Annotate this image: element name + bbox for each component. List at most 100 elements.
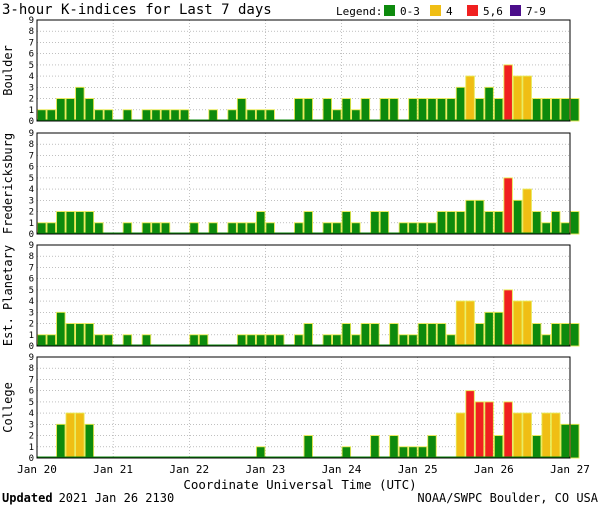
y-tick-label: 6 (29, 163, 34, 173)
bar (341, 323, 352, 347)
legend-entry-1: 4 (446, 5, 453, 18)
bar (446, 98, 456, 122)
bar (436, 323, 447, 347)
updated-value: 2021 Jan 26 2130 (59, 491, 175, 505)
bar (370, 211, 380, 235)
legend-swatch-3 (510, 5, 521, 16)
bar (560, 98, 570, 122)
bar (417, 323, 428, 347)
bar (46, 109, 56, 122)
legend-swatch-1 (430, 5, 441, 16)
legend-label: Legend: (336, 5, 382, 18)
y-tick-label: 6 (29, 275, 34, 285)
bar (265, 109, 275, 122)
x-axis: Jan 20 Jan 21 Jan 22 Jan 23 Jan 24 Jan 25 Jan … (17, 463, 590, 476)
y-tick-label: 8 (29, 27, 34, 37)
x-tick-label: Jan 26 (474, 463, 514, 476)
bar (436, 211, 447, 235)
bar (303, 435, 313, 459)
bar (551, 412, 561, 459)
y-tick-label: 5 (29, 174, 34, 184)
bar (141, 222, 152, 235)
bar (398, 446, 409, 459)
bar (351, 109, 361, 122)
bar (503, 401, 513, 459)
bar (294, 334, 304, 347)
bar (179, 109, 190, 122)
bar (427, 435, 437, 459)
legend-swatch-0 (384, 5, 395, 16)
bar (427, 323, 437, 347)
bar (160, 109, 171, 122)
y-tick-label: 7 (29, 263, 34, 273)
bar (351, 222, 361, 235)
bar (255, 446, 266, 459)
y-tick-label: 9 (29, 353, 34, 363)
bar (474, 401, 485, 459)
bar (227, 222, 237, 235)
bar (198, 334, 209, 347)
bar (551, 323, 561, 347)
bar (246, 109, 256, 122)
bar (170, 109, 180, 122)
y-tick-label: 3 (29, 83, 34, 93)
bar (160, 222, 171, 235)
bar (341, 211, 352, 235)
bar (65, 323, 76, 347)
bar (503, 177, 513, 235)
y-tick-label: 7 (29, 375, 34, 385)
bar (541, 98, 551, 122)
bar (351, 334, 361, 347)
panel-frame (36, 356, 571, 459)
bar (484, 401, 494, 459)
y-tick-label: 5 (29, 286, 34, 296)
bar (303, 323, 313, 347)
bar (465, 300, 475, 347)
y-tick-label: 2 (29, 320, 34, 330)
panel-frame (36, 244, 571, 347)
legend-entry-3: 7-9 (526, 5, 546, 18)
bar (294, 222, 304, 235)
panel-label: Fredericksburg (1, 133, 15, 234)
panels-group: 0123456789Boulder0123456789Fredericksbur… (1, 16, 580, 464)
bar (484, 311, 494, 347)
y-tick-label: 0 (29, 454, 34, 464)
bar (189, 334, 199, 347)
bar (94, 222, 104, 235)
bar (408, 446, 418, 459)
bar (56, 423, 66, 459)
bar (370, 435, 380, 459)
source-credit: NOAA/SWPC Boulder, CO USA (417, 491, 598, 505)
bar (512, 412, 523, 459)
y-tick-label: 9 (29, 129, 34, 139)
bar (103, 334, 114, 347)
bar (512, 75, 523, 122)
bar (512, 199, 523, 235)
bar (341, 446, 352, 459)
y-tick-label: 4 (29, 297, 34, 307)
y-tick-label: 1 (29, 331, 34, 341)
bar (398, 222, 409, 235)
legend: Legend: 0-3 4 5,6 7-9 (336, 5, 546, 18)
bar (255, 109, 266, 122)
bar (246, 334, 256, 347)
bar (379, 211, 390, 235)
bar (551, 98, 561, 122)
bar (151, 109, 161, 122)
bar (455, 300, 466, 347)
y-tick-label: 2 (29, 208, 34, 218)
bar (541, 412, 551, 459)
bar (294, 98, 304, 122)
bar (551, 211, 561, 235)
bar (531, 98, 542, 122)
bar (560, 222, 570, 235)
bar (84, 211, 95, 235)
bar (474, 323, 485, 347)
panel-frame (36, 19, 571, 122)
bar (332, 334, 342, 347)
bar (570, 211, 580, 235)
x-tick-label: Jan 20 (17, 463, 57, 476)
